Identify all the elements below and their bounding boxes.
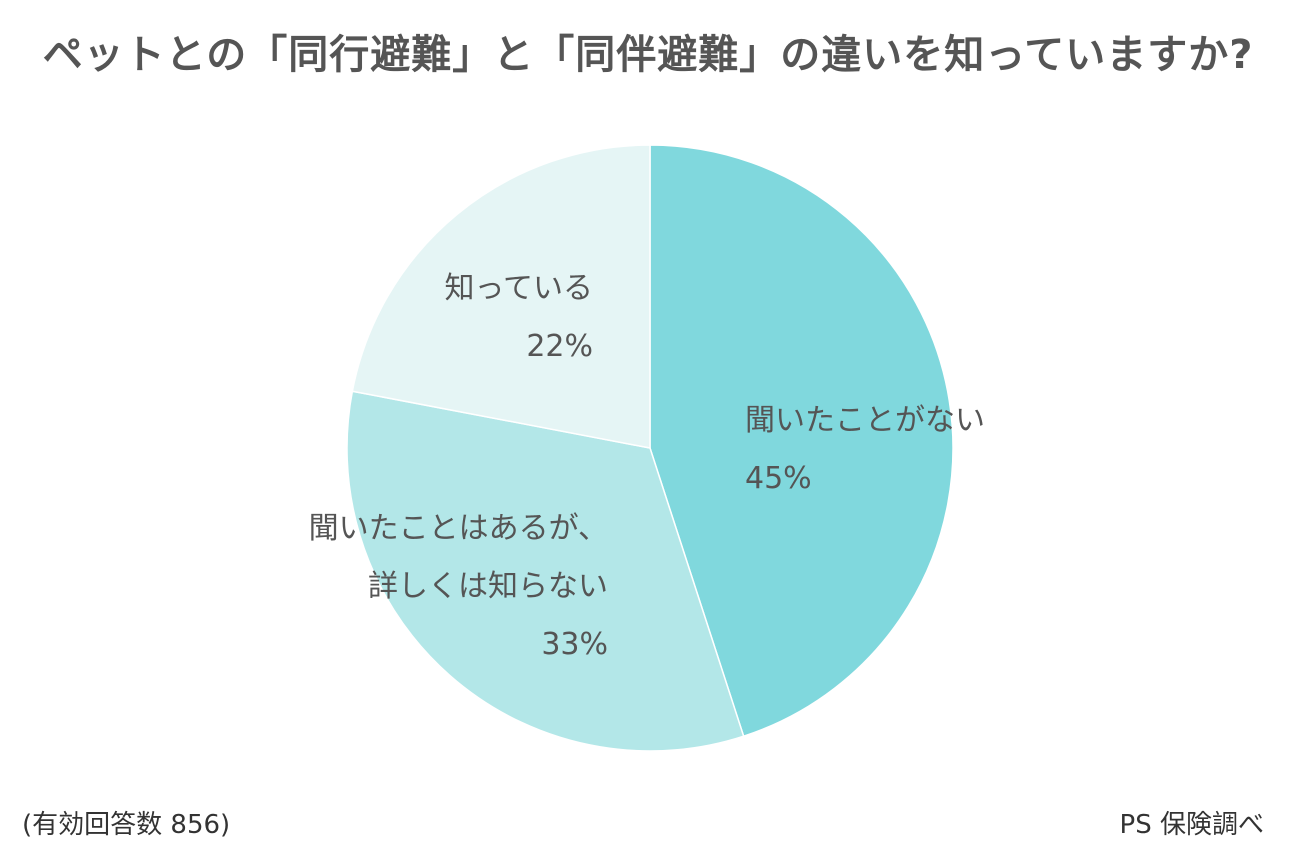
pie-slice-3	[351, 144, 651, 449]
pie-slice-1	[649, 144, 954, 738]
slice-category-label-2: 詳しくは知らない	[368, 569, 608, 604]
slice-value-label-3: 22%	[526, 329, 593, 364]
sample-size-note: (有効回答数 856)	[22, 810, 231, 840]
pie-slice-2	[346, 390, 745, 752]
slice-value-label-2: 33%	[541, 627, 608, 662]
chart-title: ペットとの「同行避難」と「同伴避難」の違いを知っていますか?	[42, 32, 1254, 78]
pie-labels: 聞いたことがない 45% 聞いたことはあるが、詳しくは知らない 33% 知っている 22%	[309, 271, 985, 662]
pie-slices	[346, 144, 954, 752]
slice-value-label-1: 45%	[745, 461, 812, 496]
slice-category-label-3: 知っている	[445, 271, 594, 306]
source-credit: PS 保険調べ	[1119, 810, 1264, 840]
slice-category-label-1: 聞いたことがない	[745, 403, 985, 438]
slice-category-label-2: 聞いたことはあるが、	[309, 511, 608, 546]
